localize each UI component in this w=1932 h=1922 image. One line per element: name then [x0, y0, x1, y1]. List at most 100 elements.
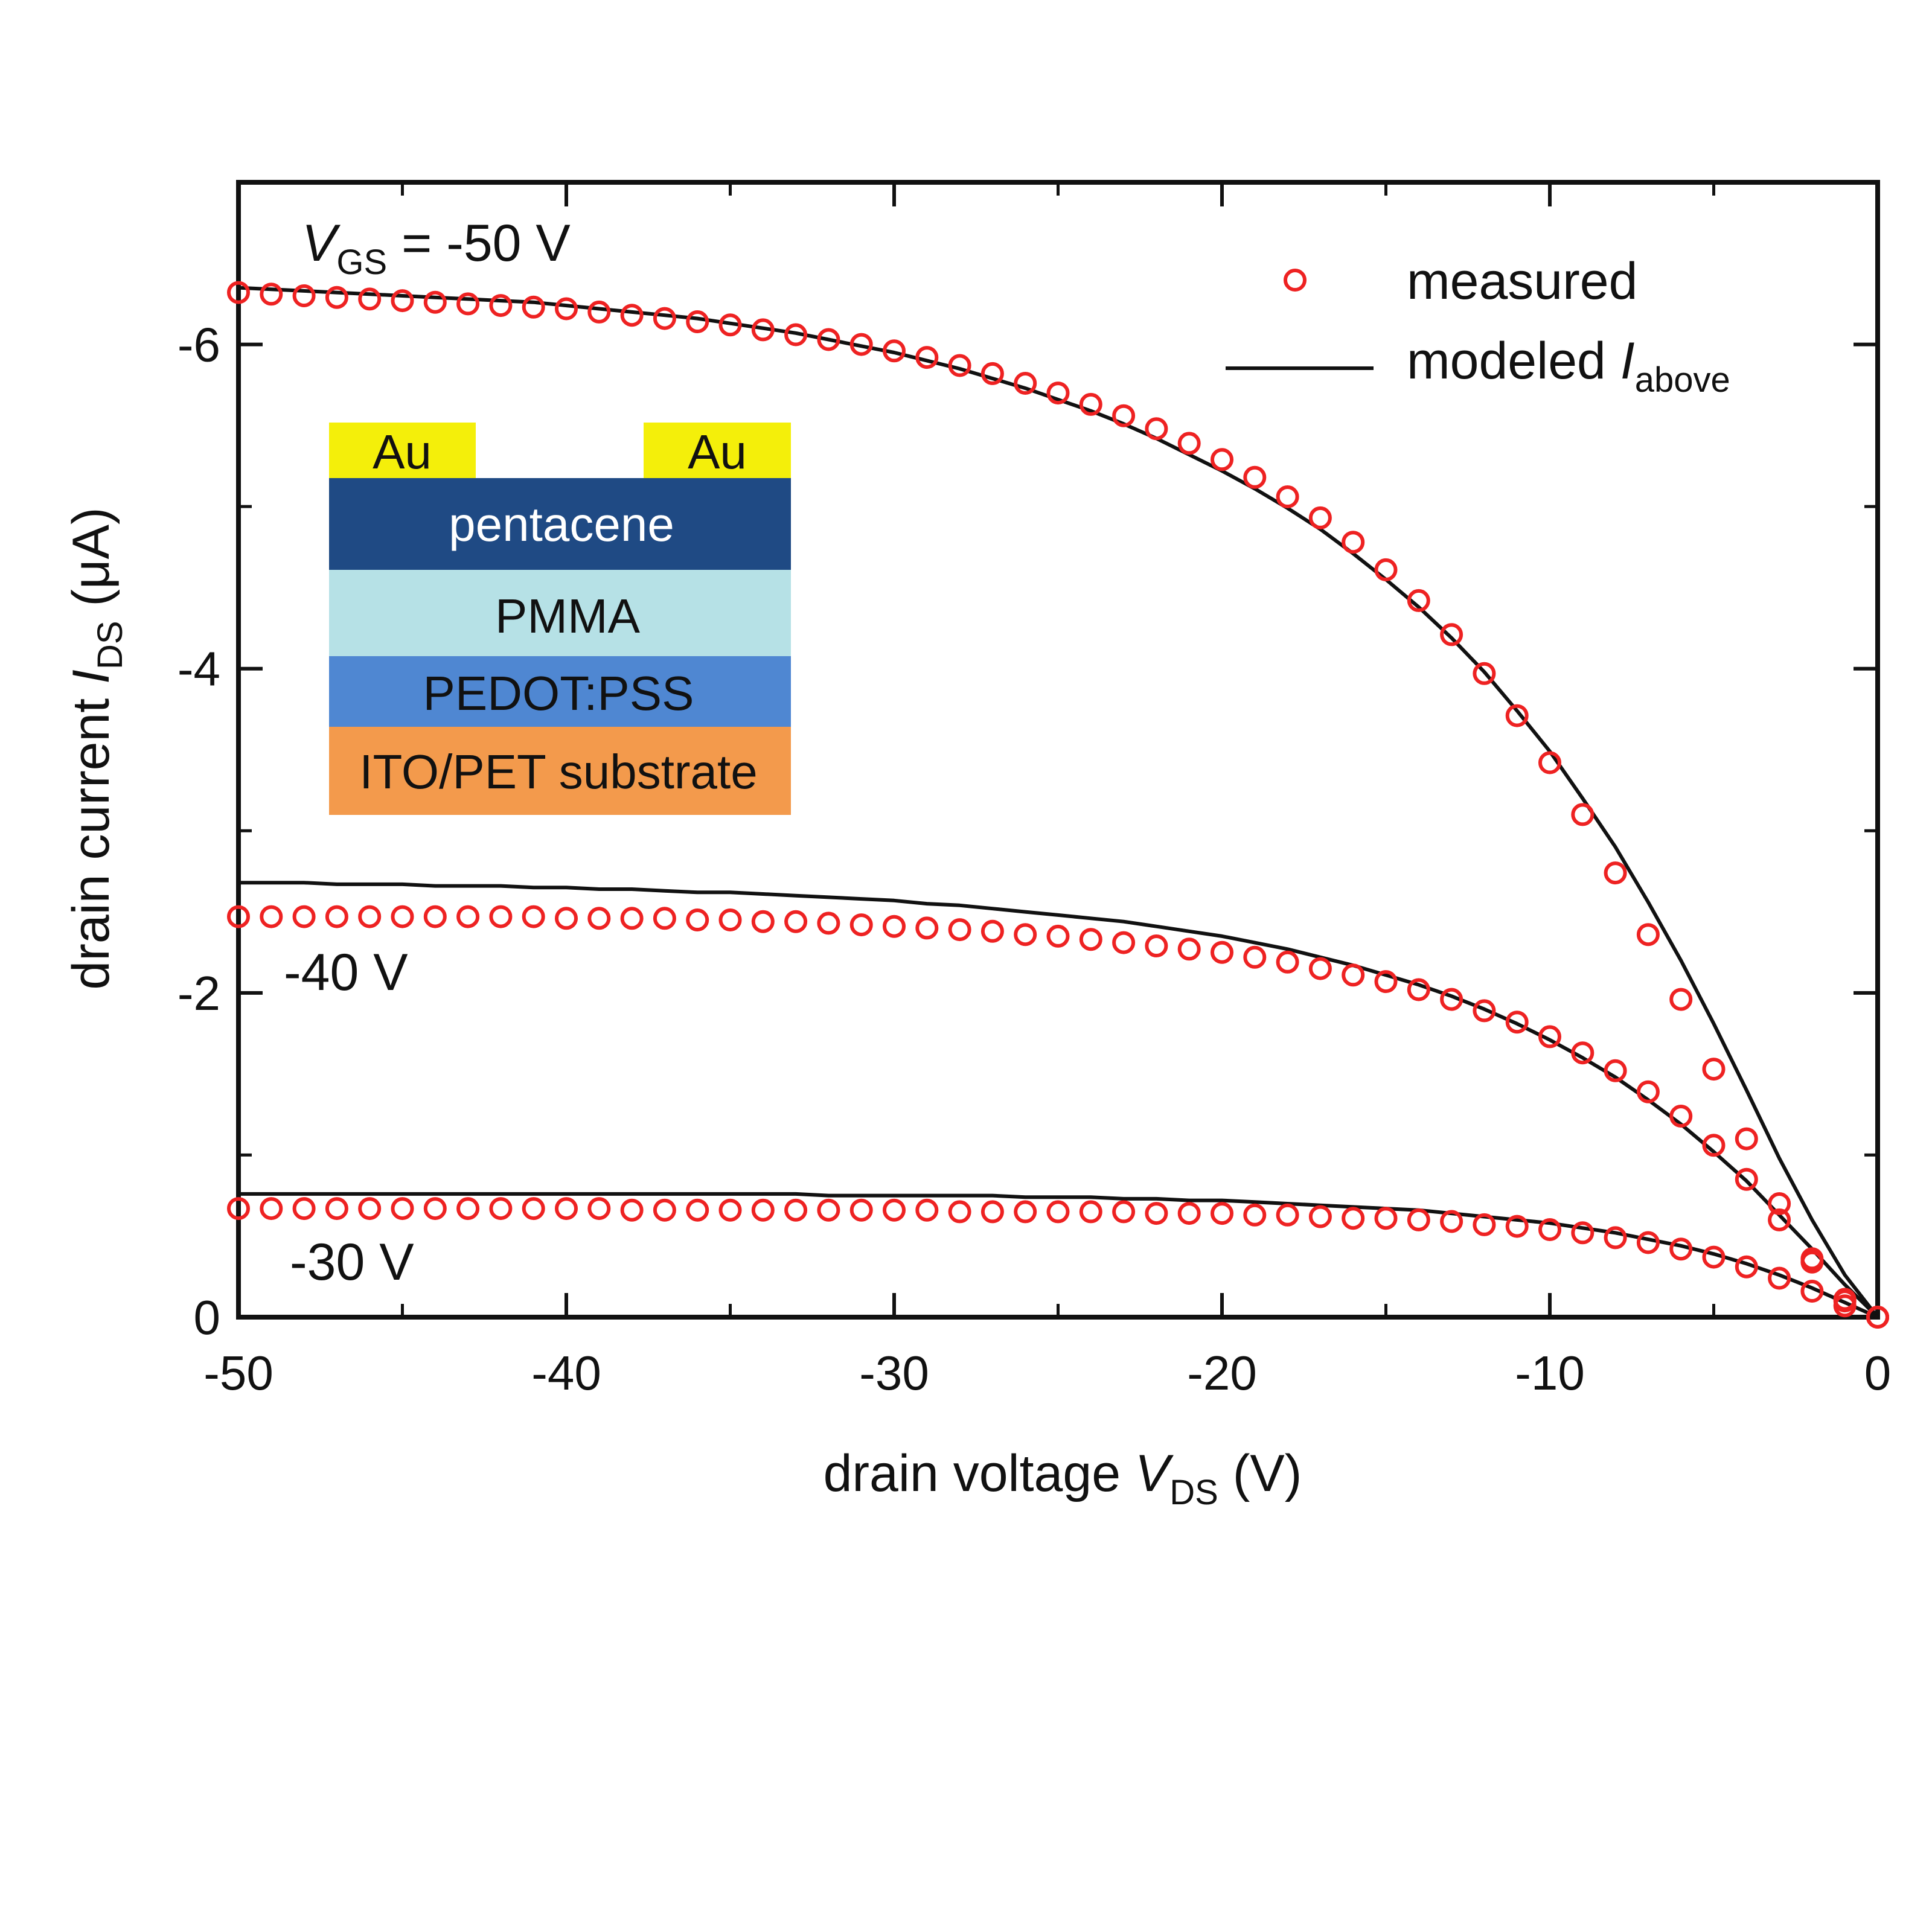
measured-point — [948, 354, 971, 377]
y-axis-label-main: drain current — [62, 684, 120, 990]
legend-measured-label: measured — [1407, 252, 1637, 310]
measured-point — [1079, 1200, 1102, 1224]
measured-point — [1308, 1205, 1332, 1228]
measured-point — [1342, 531, 1365, 554]
measured-point — [1211, 448, 1233, 471]
measured-point — [1735, 1255, 1758, 1279]
inset-pedot — [329, 656, 791, 727]
measured-point — [1636, 1231, 1660, 1254]
measured-point — [260, 1197, 283, 1221]
measured-point — [915, 1198, 939, 1222]
measured-point — [718, 1198, 742, 1222]
measured-point — [456, 905, 480, 928]
measured-point — [1177, 1202, 1201, 1225]
measured-point — [1243, 1203, 1267, 1227]
measured-point — [784, 1198, 808, 1222]
y-axis-label-unit: (μA) — [62, 507, 120, 621]
measured-point — [1374, 1207, 1398, 1230]
measured-point — [391, 905, 414, 928]
measured-point — [1014, 923, 1037, 947]
measured-point — [555, 907, 578, 930]
measured-point — [915, 916, 939, 940]
measured-point — [260, 905, 283, 928]
measured-point — [489, 1197, 513, 1221]
measured-point — [1604, 861, 1627, 885]
y-tick-label: -6 — [178, 318, 220, 372]
measured-point — [1014, 372, 1037, 395]
measured-point — [522, 1197, 545, 1221]
measured-point — [718, 908, 742, 931]
measured-point — [948, 918, 971, 942]
measured-point — [883, 1198, 906, 1222]
measured-point — [1669, 1105, 1693, 1128]
measured-point — [1866, 1306, 1889, 1329]
measured-point — [423, 905, 447, 928]
measured-point — [883, 339, 906, 363]
measured-point — [883, 915, 906, 938]
measured-point — [1669, 1237, 1693, 1261]
x-axis-label-sub: DS — [1169, 1473, 1218, 1512]
measured-point — [522, 905, 545, 928]
y-tick-label: -4 — [178, 642, 220, 696]
measured-point — [325, 286, 348, 309]
measured-point — [587, 907, 611, 930]
measured-point — [1407, 589, 1430, 612]
vgs-symbol: V — [302, 214, 341, 272]
measured-point — [1505, 1010, 1529, 1034]
measured-point — [1342, 1207, 1365, 1230]
measured-point — [1276, 950, 1299, 974]
inset-au-left-label: Au — [373, 425, 432, 479]
measured-point — [751, 1198, 775, 1222]
measured-point — [1243, 945, 1267, 969]
measured-point — [292, 905, 316, 928]
measured-point — [915, 346, 939, 369]
measured-point — [817, 1198, 840, 1222]
measured-point — [1440, 1210, 1463, 1233]
inset-pentacene-label: pentacene — [449, 497, 674, 551]
measured-point — [1604, 1059, 1627, 1082]
inset-au-left — [329, 423, 476, 478]
measured-point — [423, 1197, 447, 1221]
measured-point — [1702, 1134, 1726, 1157]
measured-point — [1833, 1294, 1857, 1318]
measured-point — [555, 1197, 578, 1221]
measured-point — [980, 919, 1004, 943]
measured-point — [653, 1198, 676, 1222]
measured-point — [1538, 751, 1561, 774]
measured-point — [1145, 934, 1168, 957]
measured-point — [358, 905, 382, 928]
inset-au-right — [644, 423, 791, 478]
measured-point — [227, 1197, 250, 1221]
x-axis-label-main: drain voltage — [824, 1445, 1135, 1502]
measured-point — [1571, 803, 1595, 826]
measured-point — [849, 913, 873, 937]
measured-point — [489, 905, 513, 928]
x-tick-label: -30 — [859, 1346, 929, 1400]
measured-point — [1046, 1200, 1070, 1224]
y-tick-label: -2 — [178, 966, 220, 1020]
y-axis-label: drain current IDS (μA) — [62, 507, 130, 989]
measured-point — [227, 281, 250, 304]
measured-point — [1571, 1041, 1595, 1065]
measured-point — [1538, 1025, 1561, 1049]
measured-point — [1636, 1080, 1660, 1103]
measured-point — [391, 1197, 414, 1221]
measured-point — [980, 362, 1004, 385]
measured-point — [1833, 1288, 1857, 1311]
vgs-value: = -50 V — [387, 214, 571, 272]
annotation-minus30: -30 V — [290, 1233, 414, 1291]
measured-point — [784, 910, 808, 933]
measured-point — [1407, 1208, 1430, 1231]
measured-point — [1768, 1266, 1791, 1290]
measured-point — [1374, 558, 1398, 581]
measured-point — [1046, 924, 1070, 948]
x-tick-label: -40 — [531, 1346, 601, 1400]
y-tick-label: 0 — [194, 1291, 221, 1344]
measured-point — [1211, 940, 1233, 964]
measured-point — [686, 1198, 709, 1222]
measured-point — [1276, 485, 1299, 508]
modeled-line — [238, 1192, 1879, 1319]
measured-point — [1407, 978, 1430, 1001]
legend-modeled-label: modeled Iabove — [1407, 332, 1730, 400]
